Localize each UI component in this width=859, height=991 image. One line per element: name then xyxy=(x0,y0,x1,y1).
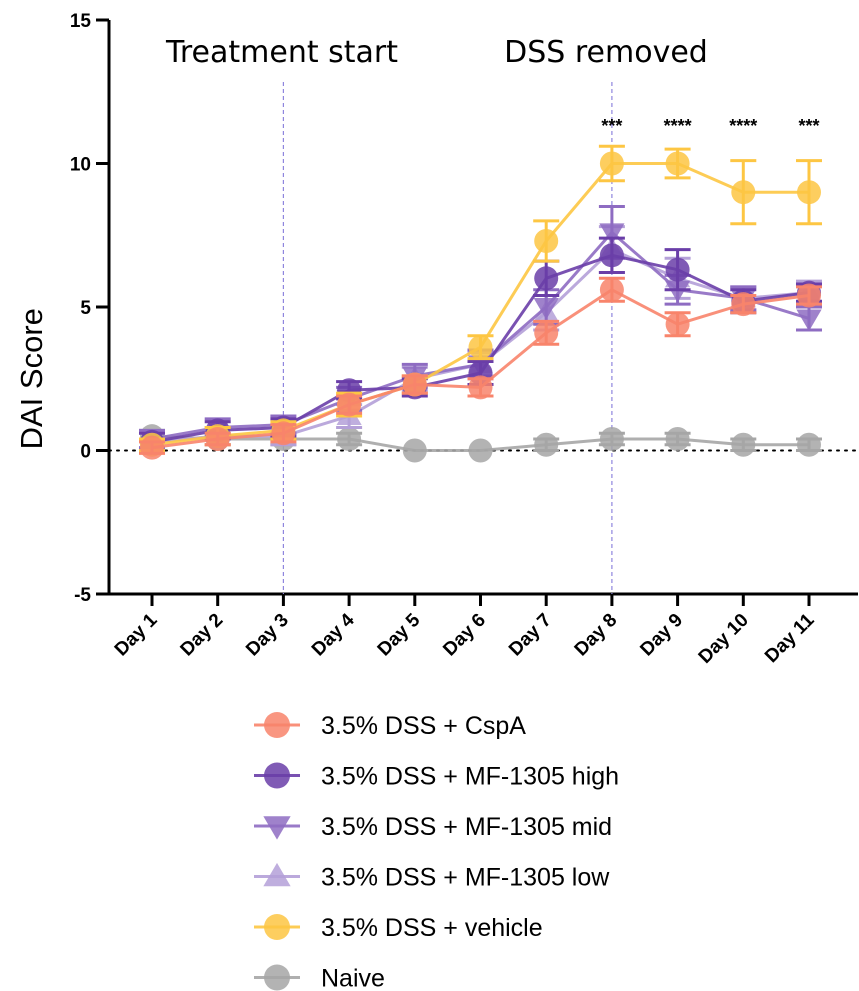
data-point xyxy=(599,151,624,176)
x-tick-label: Day 11 xyxy=(761,609,819,667)
data-point xyxy=(140,435,164,460)
data-point xyxy=(665,257,690,282)
data-point xyxy=(468,438,493,463)
x-tick-label: Day 5 xyxy=(374,609,425,660)
data-point xyxy=(533,298,559,320)
legend-item: Naive xyxy=(254,964,385,991)
legend-item: 3.5% DSS + MF-1305 low xyxy=(254,862,610,892)
data-point xyxy=(534,266,559,291)
significance-label: **** xyxy=(664,116,692,136)
legend-item: 3.5% DSS + MF-1305 high xyxy=(254,762,619,791)
data-point xyxy=(731,292,756,317)
legend-marker xyxy=(264,762,290,789)
vertical-marker-label: DSS removed xyxy=(504,35,708,70)
legend-label: Naive xyxy=(321,965,385,991)
legend-marker xyxy=(264,964,290,991)
data-point xyxy=(205,427,230,452)
legend-item: 3.5% DSS + MF-1305 mid xyxy=(254,813,612,841)
y-tick-label: -5 xyxy=(74,585,91,606)
series-layer xyxy=(139,144,822,463)
significance-label: *** xyxy=(798,116,819,136)
data-point xyxy=(599,427,624,452)
legend: 3.5% DSS + CspA 3.5% DSS + MF-1305 high 3.… xyxy=(254,712,619,991)
x-tick-label: Day 7 xyxy=(505,610,556,661)
data-point xyxy=(797,432,821,457)
data-point xyxy=(599,223,625,245)
legend-label: 3.5% DSS + CspA xyxy=(321,712,526,740)
data-point xyxy=(731,180,756,205)
data-point xyxy=(797,180,821,205)
x-tick-label: Day 4 xyxy=(308,609,359,660)
series-3-5-dss-mf-1305-mid xyxy=(139,205,822,452)
data-point xyxy=(599,277,624,302)
data-point xyxy=(468,335,493,360)
x-tick-label: Day 8 xyxy=(571,610,622,661)
legend-item: 3.5% DSS + CspA xyxy=(254,712,526,740)
vertical-marker-label: Treatment start xyxy=(165,35,398,70)
legend-item: 3.5% DSS + vehicle xyxy=(254,914,543,942)
axes: -5 0 5 10 15 DAI Score Day 1 Day 2 Day 3 Day 4 Day… xyxy=(14,11,859,668)
legend-marker xyxy=(264,712,290,738)
x-tick-label: Day 9 xyxy=(636,610,687,661)
data-point xyxy=(534,320,559,345)
data-point xyxy=(665,280,691,303)
data-point xyxy=(731,432,756,457)
y-tick-label: 5 xyxy=(80,298,91,319)
legend-marker xyxy=(263,816,291,840)
x-tick-label: Day 1 xyxy=(111,609,162,660)
y-tick-label: 10 xyxy=(70,155,91,176)
x-tick-label: Day 10 xyxy=(695,610,753,668)
series-3-5-dss-vehicle xyxy=(139,144,822,457)
data-point xyxy=(337,392,362,417)
series-3-5-dss-cspa xyxy=(139,276,822,460)
vertical-markers: Treatment start DSS removed xyxy=(165,35,708,594)
x-tick-label: Day 2 xyxy=(177,610,228,661)
y-tick-label: 15 xyxy=(70,11,92,32)
legend-label: 3.5% DSS + MF-1305 high xyxy=(321,763,619,791)
data-point xyxy=(665,427,690,452)
y-axis-label: DAI Score xyxy=(14,308,49,449)
legend-label: 3.5% DSS + vehicle xyxy=(321,914,543,942)
data-point xyxy=(534,228,559,253)
data-point xyxy=(797,283,821,308)
significance-layer: *** **** **** *** xyxy=(601,116,819,136)
data-point xyxy=(337,427,362,452)
data-point xyxy=(665,312,690,337)
data-point xyxy=(402,438,427,463)
data-point xyxy=(402,372,427,397)
legend-marker xyxy=(264,914,290,940)
significance-label: **** xyxy=(729,116,757,136)
data-point xyxy=(534,432,559,457)
significance-label: *** xyxy=(601,116,622,136)
legend-label: 3.5% DSS + MF-1305 low xyxy=(321,864,610,892)
data-point xyxy=(665,151,690,176)
x-tick-label: Day 6 xyxy=(439,610,490,661)
data-point xyxy=(599,243,624,268)
data-point xyxy=(271,421,296,446)
y-tick-label: 0 xyxy=(80,442,91,463)
data-point xyxy=(796,309,822,332)
x-tick-label: Day 3 xyxy=(242,610,293,661)
legend-label: 3.5% DSS + MF-1305 mid xyxy=(321,813,612,841)
data-point xyxy=(468,375,493,400)
legend-marker xyxy=(263,862,291,887)
series-line xyxy=(151,162,809,447)
